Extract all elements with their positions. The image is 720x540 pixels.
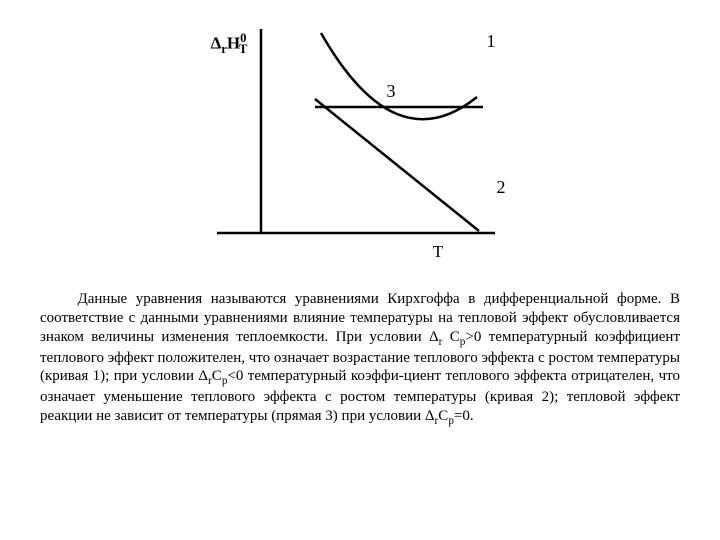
- svg-text:1: 1: [487, 31, 496, 51]
- svg-text:2: 2: [497, 177, 506, 197]
- svg-text:T: T: [433, 242, 444, 261]
- chart-container: 123TΔrH0T: [40, 25, 680, 270]
- kirchhoff-chart: 123TΔrH0T: [195, 25, 525, 270]
- svg-text:3: 3: [387, 81, 396, 101]
- body-paragraph: Данные уравнения называются уравнениями …: [40, 290, 680, 428]
